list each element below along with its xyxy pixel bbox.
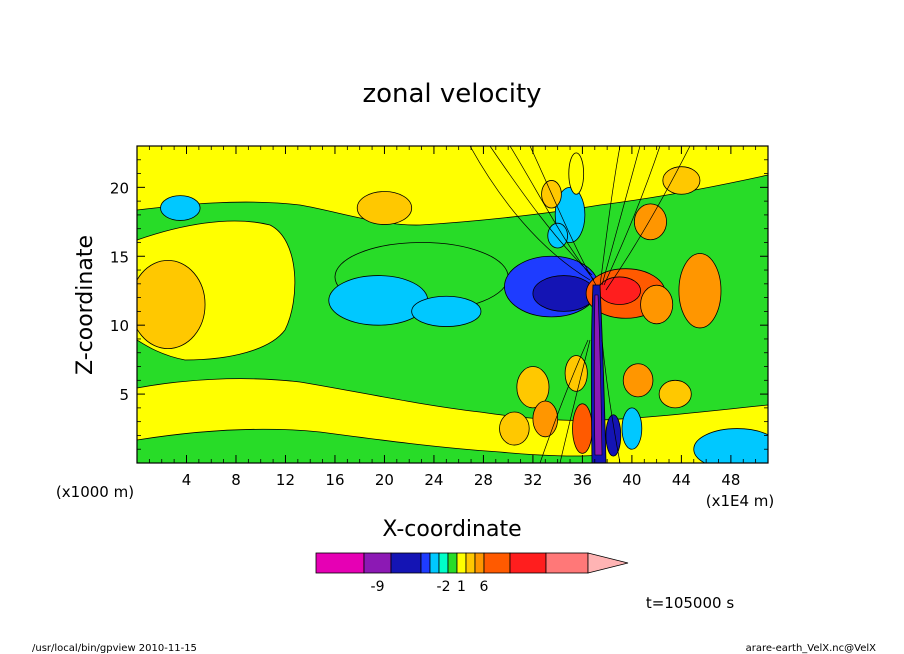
wavy-streaks [469,146,691,463]
colorbar-cell [390,552,422,574]
contour-blob-21 [633,203,667,241]
colorbar-cell [474,552,485,574]
colorbar-cell [438,552,449,574]
contour-blob-19 [640,284,674,325]
contour-blobs [137,152,768,463]
contour-blob-12 [499,411,530,446]
colorbar-label: -2 [437,579,451,595]
contour-blob-0 [137,260,206,349]
time-label: t=105000 s [646,594,734,612]
contour-blob-20 [678,253,722,329]
contour-blob-10 [564,355,588,392]
lower-green-band [137,428,601,463]
colorbar-cell [545,552,589,574]
x-tick-label: 32 [523,471,542,489]
contour-blob-27 [662,166,701,195]
contour-blob-18 [598,276,641,305]
colorbar-cell [509,552,547,574]
colorbar-cell [420,552,431,574]
x-unit-right: (x1E4 m) [706,492,775,510]
contour-blob-2 [356,191,413,225]
chart-title: zonal velocity [362,79,541,109]
colorbar-cell [456,552,467,574]
colorbar-cell [447,552,458,574]
y-axis-label: Z-coordinate [73,235,98,375]
vertical-jet-core [593,294,603,456]
plot-frame [136,145,769,464]
colorbar-cell [465,552,476,574]
contour-blob-26 [693,428,768,463]
y-tick-label: 5 [119,386,129,404]
y-tick-label: 10 [110,317,129,335]
contour-blob-11 [572,403,593,454]
contour-blob-23 [658,379,692,409]
contour-blob-24 [621,407,643,450]
colorbar-cell [429,552,440,574]
colorbar-label: 6 [480,579,489,595]
contour-blob-1 [160,195,201,221]
colorbar-label: -9 [371,579,385,595]
x-tick-label: 16 [325,471,344,489]
x-tick-label: 24 [424,471,443,489]
colorbar-cell [483,552,511,574]
colorbar-arrow [587,552,629,574]
footer-right: arare-earth_VelX.nc@VelX [746,643,877,654]
x-tick-label: 4 [182,471,192,489]
x-tick-label: 8 [231,471,241,489]
colorbar-label: 1 [457,579,466,595]
contour-blob-8 [516,366,550,409]
contour-blob-4 [328,275,429,326]
colorbar: -9 -2 1 6 [315,552,629,595]
x-tick-label: 40 [622,471,641,489]
y-tick-label: 20 [110,179,129,197]
contour-blob-16 [568,152,585,195]
contour-blob-25 [605,414,622,457]
x-tick-label: 48 [721,471,740,489]
y-tick-label: 15 [110,248,129,266]
contour-blob-9 [532,400,559,438]
upper-yellow-band [137,146,768,226]
contour-blob-14 [547,222,568,249]
x-tick-label: 12 [276,471,295,489]
colorbar-cell [315,552,365,574]
colorbar-cell [363,552,392,574]
x-tick-label: 28 [474,471,493,489]
x-unit-left: (x1000 m) [56,483,134,501]
contour-blob-5 [411,295,482,327]
x-tick-label: 44 [672,471,691,489]
contour-blob-7 [532,275,596,312]
x-axis-label: X-coordinate [382,517,521,542]
x-tick-label: 36 [573,471,592,489]
footer-left: /usr/local/bin/gpview 2010-11-15 [32,643,197,654]
x-tick-label: 20 [375,471,394,489]
contour-blob-22 [622,363,654,398]
